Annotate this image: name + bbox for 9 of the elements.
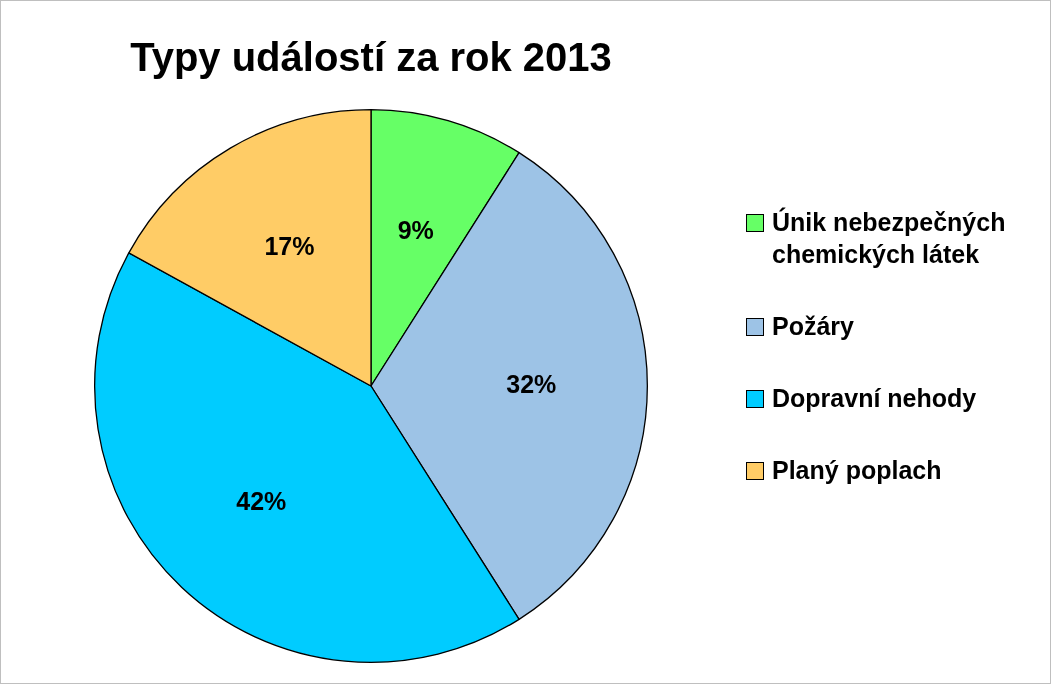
data-label: 32% bbox=[506, 369, 557, 398]
legend-label: Únik nebezpečných chemických látek bbox=[772, 206, 1007, 270]
legend-label: Požáry bbox=[772, 311, 854, 342]
legend-label: Planý poplach bbox=[772, 455, 942, 486]
legend-label: Dopravní nehody bbox=[772, 383, 977, 414]
data-label: 42% bbox=[236, 486, 287, 515]
chart-title: Typy událostí za rok 2013 bbox=[130, 35, 612, 80]
data-label: 17% bbox=[264, 231, 315, 260]
data-label: 9% bbox=[397, 215, 434, 244]
